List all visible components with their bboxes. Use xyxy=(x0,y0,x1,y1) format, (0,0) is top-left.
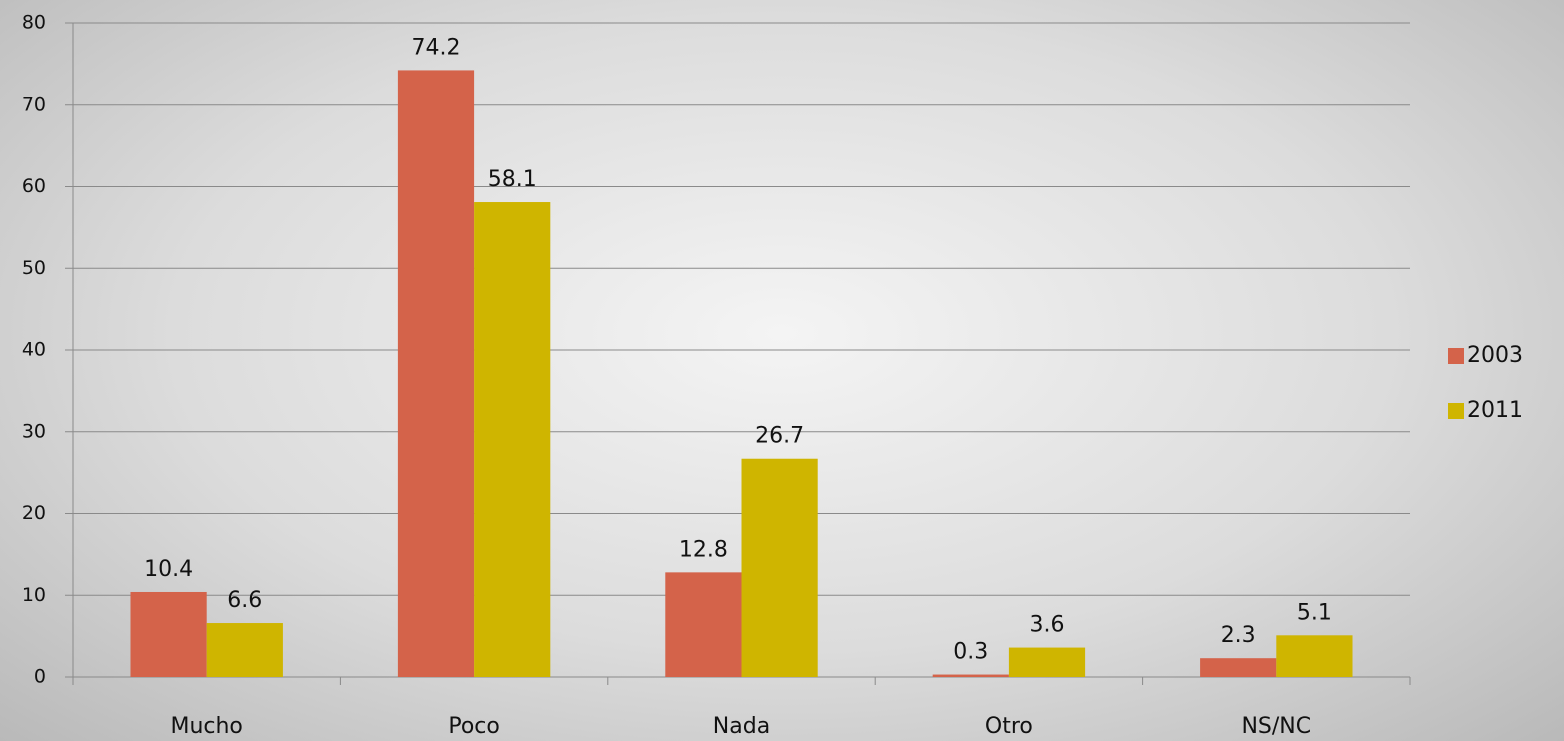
data-label: 10.4 xyxy=(144,557,193,582)
data-label: 5.1 xyxy=(1297,600,1332,625)
legend-swatch xyxy=(1448,403,1464,419)
bar xyxy=(741,458,818,677)
y-tick-label: 40 xyxy=(22,339,46,361)
x-tick-label: Nada xyxy=(713,714,770,739)
y-tick-label: 50 xyxy=(22,257,46,279)
data-label: 6.6 xyxy=(227,588,262,613)
data-label: 74.2 xyxy=(412,35,461,60)
bar xyxy=(206,623,283,677)
x-tick-label: Otro xyxy=(985,714,1033,739)
y-tick-label: 70 xyxy=(22,93,46,115)
bar xyxy=(130,591,207,677)
bar xyxy=(1200,658,1277,677)
bar xyxy=(474,202,551,677)
data-label: 0.3 xyxy=(953,640,988,665)
bar xyxy=(665,572,742,677)
legend-swatch xyxy=(1448,348,1464,364)
y-tick-label: 0 xyxy=(34,666,46,688)
y-tick-label: 80 xyxy=(22,12,46,34)
y-tick-label: 10 xyxy=(22,584,46,606)
data-label: 3.6 xyxy=(1030,613,1065,638)
bar xyxy=(932,674,1009,677)
legend-label: 2011 xyxy=(1467,398,1523,423)
data-label: 2.3 xyxy=(1221,623,1256,648)
data-label: 26.7 xyxy=(755,424,804,449)
data-label: 12.8 xyxy=(679,537,728,562)
bar xyxy=(1008,647,1086,677)
x-tick-label: NS/NC xyxy=(1241,714,1311,739)
legend-label: 2003 xyxy=(1467,343,1523,368)
x-tick-label: Mucho xyxy=(170,714,242,739)
y-tick-label: 30 xyxy=(22,420,46,442)
y-tick-label: 20 xyxy=(22,502,46,524)
data-label: 58.1 xyxy=(488,167,537,192)
bar xyxy=(1276,635,1353,677)
bar xyxy=(397,70,475,678)
y-tick-label: 60 xyxy=(22,175,46,197)
x-tick-label: Poco xyxy=(448,714,500,739)
